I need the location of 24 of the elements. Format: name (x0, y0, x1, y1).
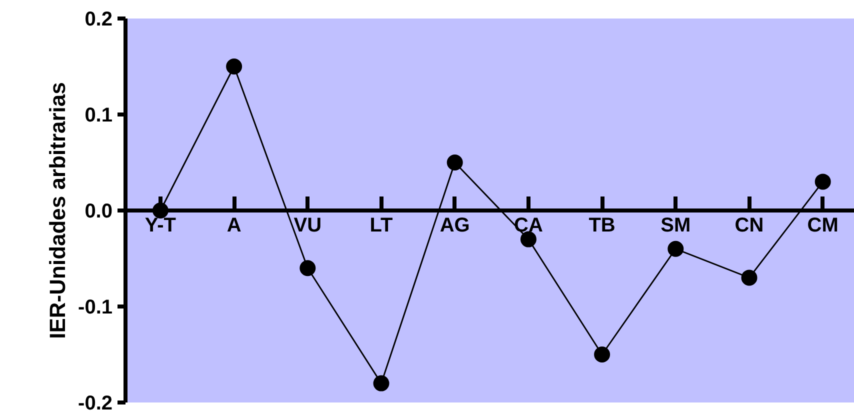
x-tick-label: SM (660, 214, 691, 236)
y-tick-label: -0.2 (78, 392, 113, 412)
point (300, 260, 316, 276)
point (520, 231, 536, 248)
x-tick-label: CN (734, 214, 764, 236)
x-tick-label: AG (440, 214, 470, 236)
x-tick-label: VU (294, 214, 322, 236)
x-tick-label: TB (588, 214, 616, 236)
y-tick-label: -0.1 (78, 296, 113, 318)
point (668, 240, 684, 257)
point (226, 58, 242, 74)
point (446, 154, 463, 170)
x-tick-label: LT (370, 214, 393, 236)
point (373, 375, 390, 392)
y-tick-label: 0.0 (84, 200, 113, 222)
x-tick-label: A (226, 214, 242, 236)
point (594, 346, 610, 362)
y-axis-title: IER-Unidades arbitrarias (45, 82, 70, 339)
x-tick-label: Y-T (144, 214, 176, 236)
y-tick-label: 0.2 (84, 8, 113, 30)
y-tick-label: 0.1 (84, 104, 113, 126)
x-tick-label: CM (807, 214, 838, 236)
point (741, 270, 758, 286)
point (814, 174, 831, 190)
